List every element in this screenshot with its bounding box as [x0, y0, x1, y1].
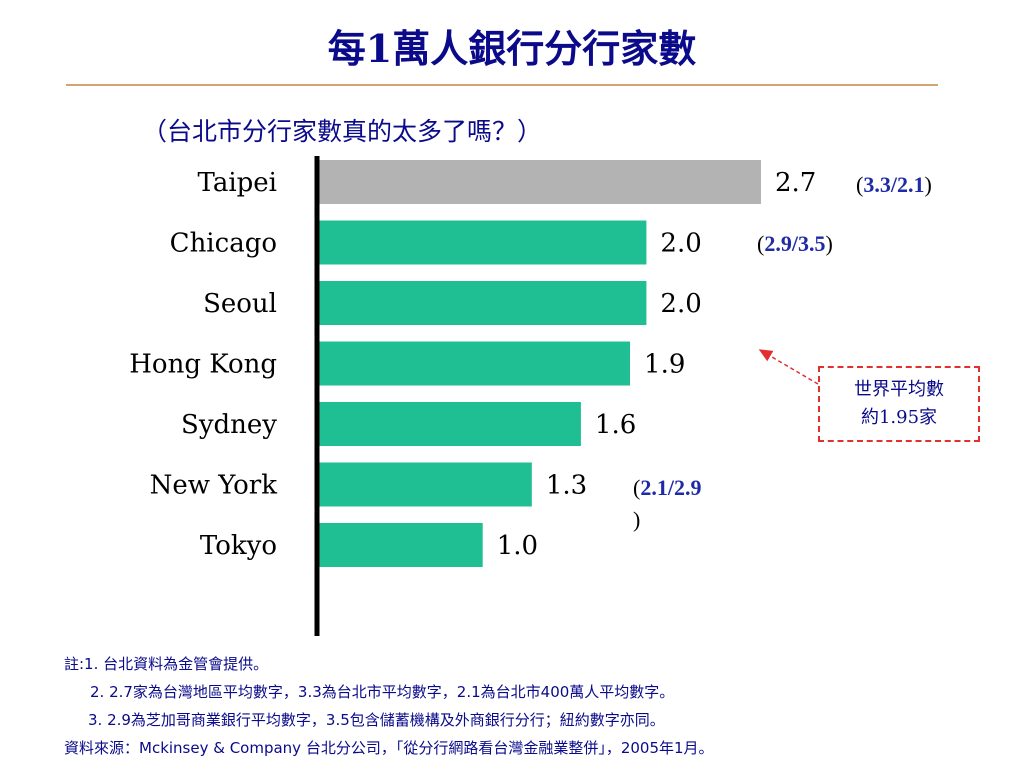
bar-hong-kong [319, 341, 631, 386]
footnotes: 註:1. 台北資料為金管會提供。 2. 2.7家為台灣地區平均數字，3.3為台北… [64, 650, 1024, 762]
value-label: 2.0 [660, 229, 701, 259]
callout-line-1: 世界平均數 [854, 379, 944, 400]
chart-title: 每1萬人銀行分行家數 [327, 26, 697, 71]
note-source: 資料來源：Mckinsey & Company 台北分公司，「從分行網路看台灣金… [64, 739, 714, 757]
value-label: 1.9 [644, 350, 685, 380]
note-1: 註:1. 台北資料為金管會提供。 [64, 655, 269, 673]
taipei-annotation: (3.3/2.1) [856, 172, 932, 197]
note-3: 3. 2.9為芝加哥商業銀行平均數字，3.5包含儲蓄機構及外商銀行分行；紐約數字… [88, 711, 665, 729]
category-label: Taipei [198, 168, 278, 198]
value-label: 1.3 [546, 471, 587, 501]
newyork-annotation: (2.1/2.9) [633, 475, 702, 532]
bar-seoul [319, 281, 647, 325]
callout-line-2: 約1.95家 [860, 407, 938, 428]
value-label: 2.0 [660, 289, 701, 319]
category-label: Chicago [170, 229, 277, 259]
category-label: Seoul [203, 289, 277, 319]
category-label: Hong Kong [129, 350, 277, 380]
category-label: New York [150, 471, 278, 501]
value-label: 1.6 [595, 410, 636, 440]
chicago-annotation: (2.9/3.5) [757, 231, 833, 256]
bar-taipei [319, 160, 761, 204]
bar-chart: Taipei 2.7 Chicago 2.0 Seoul 2.0 Hong Kong 1.9 S… [129, 156, 816, 636]
note-2: 2. 2.7家為台灣地區平均數字，3.3為台北市平均數字，2.1為台北市400萬… [90, 683, 675, 701]
value-label: 1.0 [497, 531, 538, 561]
value-label: 2.7 [775, 168, 816, 198]
bar-chicago [319, 220, 647, 265]
category-label: Sydney [181, 410, 277, 440]
title-divider [66, 84, 938, 86]
world-average-callout: 世界平均數 約1.95家 [818, 366, 980, 442]
bar-sydney [319, 402, 581, 446]
bar-tokyo [319, 523, 483, 567]
category-label: Tokyo [200, 531, 277, 561]
chart-subtitle: （台北市分行家數真的太多了嗎？） [142, 117, 543, 146]
bar-new-york [319, 462, 532, 507]
